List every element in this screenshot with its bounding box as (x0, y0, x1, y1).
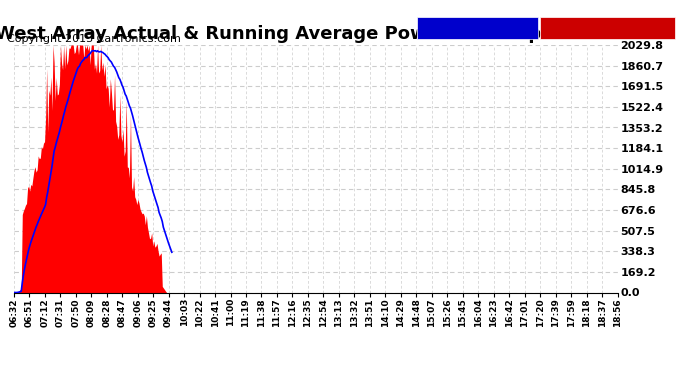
Text: Copyright 2013 Cartronics.com: Copyright 2013 Cartronics.com (7, 34, 181, 44)
Text: Average  (DC Watts): Average (DC Watts) (420, 25, 532, 35)
Title: West Array Actual & Running Average Power Mon Sep 16 19:00: West Array Actual & Running Average Powe… (0, 26, 636, 44)
Text: West Array  (DC Watts): West Array (DC Watts) (544, 25, 671, 35)
